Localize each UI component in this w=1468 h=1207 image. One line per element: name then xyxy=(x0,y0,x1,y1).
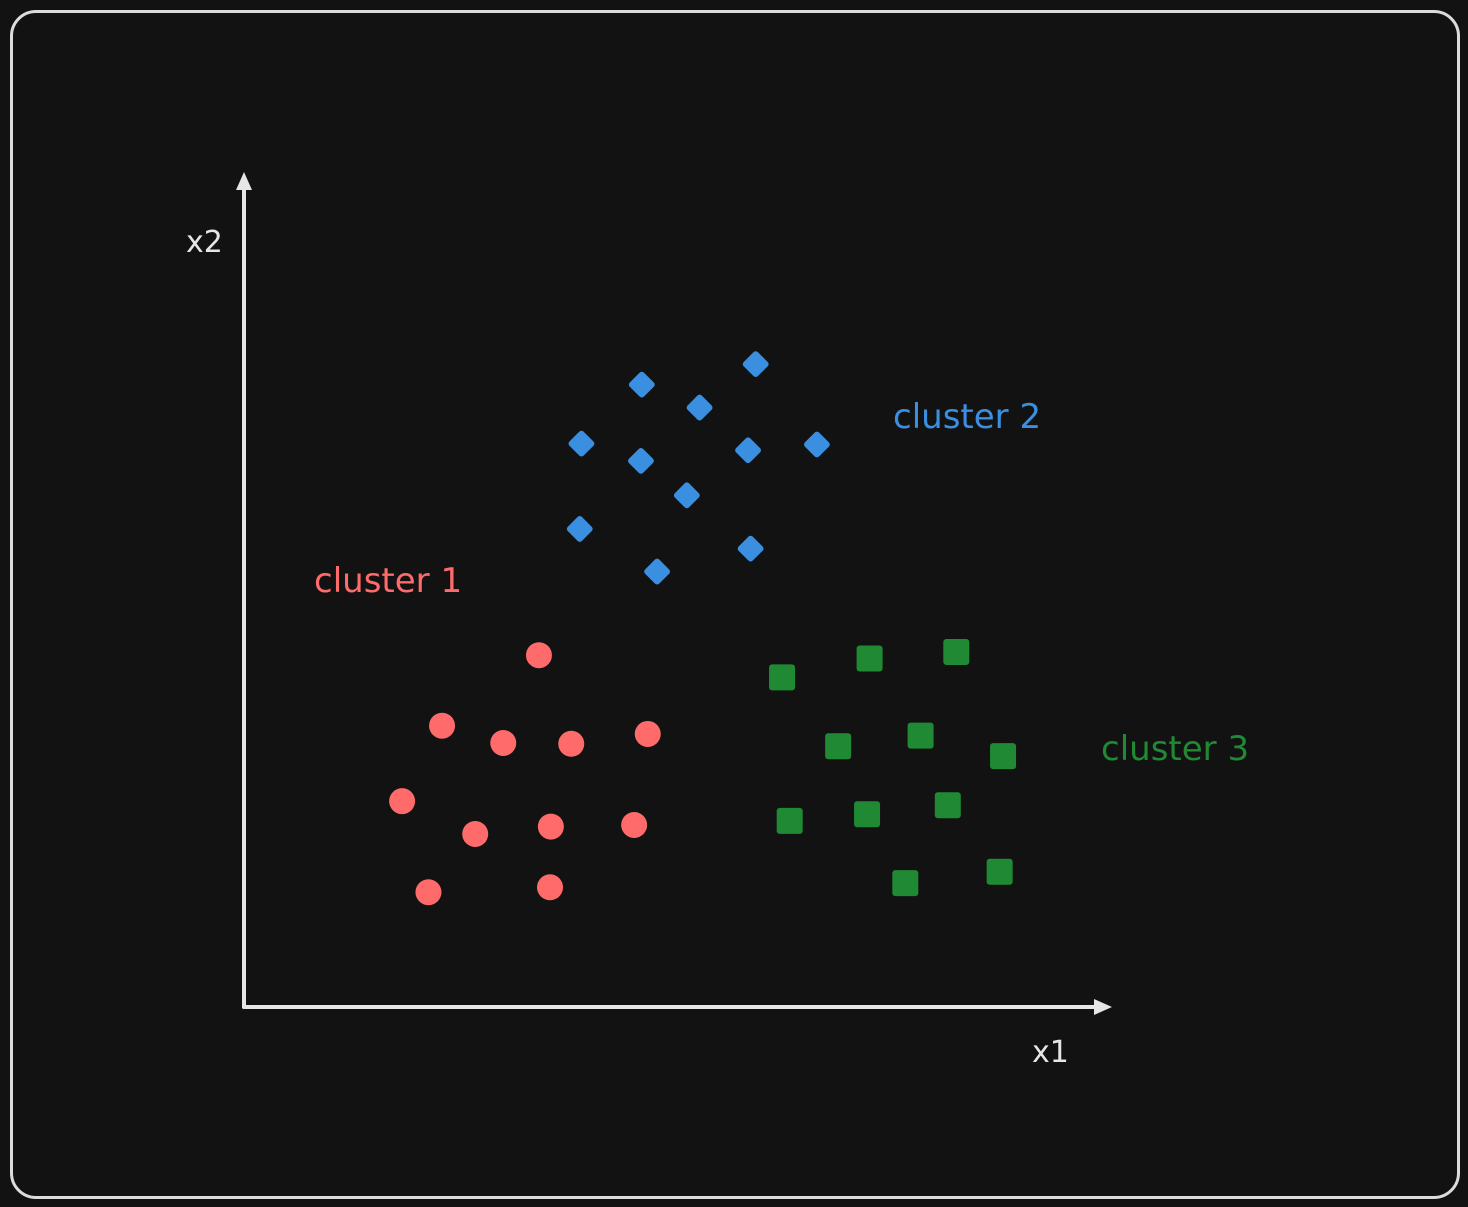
data-point-cluster-3-1 xyxy=(769,664,796,691)
data-point-cluster-2-7 xyxy=(804,431,830,458)
data-point-cluster-2-1 xyxy=(628,371,655,398)
data-point-cluster-3-5 xyxy=(907,722,934,749)
data-point-cluster-3-2 xyxy=(856,645,883,672)
data-point-cluster-3-3 xyxy=(943,638,970,665)
data-point-cluster-2-10 xyxy=(737,535,764,562)
data-point-cluster-1-7 xyxy=(462,820,489,847)
data-point-cluster-1-11 xyxy=(537,874,563,901)
data-point-cluster-2-11 xyxy=(644,558,670,585)
data-point-cluster-2-9 xyxy=(566,516,593,542)
data-point-cluster-1-2 xyxy=(429,712,456,739)
data-point-cluster-3-7 xyxy=(776,807,803,834)
data-point-cluster-3-8 xyxy=(854,801,881,828)
data-point-cluster-1-4 xyxy=(558,730,585,757)
data-point-cluster-1-6 xyxy=(389,788,416,815)
data-point-cluster-3-11 xyxy=(986,858,1013,885)
data-point-cluster-2-2 xyxy=(742,351,769,378)
data-point-cluster-3-6 xyxy=(990,743,1017,770)
canvas-frame xyxy=(10,10,1460,1199)
data-point-cluster-3-9 xyxy=(934,792,961,819)
series-label-cluster-1: cluster 1 xyxy=(314,561,462,601)
data-point-cluster-1-1 xyxy=(525,642,552,669)
data-point-cluster-1-9 xyxy=(621,811,648,838)
data-point-cluster-1-8 xyxy=(537,813,564,840)
x-axis-label: x1 xyxy=(1032,1035,1069,1070)
data-point-cluster-2-8 xyxy=(673,482,700,509)
data-point-cluster-1-10 xyxy=(415,879,442,906)
data-point-cluster-1-3 xyxy=(490,729,517,756)
x-axis-arrow xyxy=(1094,999,1112,1015)
data-point-cluster-2-4 xyxy=(568,430,595,457)
data-point-cluster-3-4 xyxy=(825,733,852,760)
data-point-cluster-1-5 xyxy=(634,720,661,747)
series-label-cluster-3: cluster 3 xyxy=(1101,729,1249,769)
y-axis-arrow xyxy=(236,172,252,190)
y-axis-label: x2 xyxy=(186,225,223,260)
data-point-cluster-3-10 xyxy=(892,870,919,897)
data-point-cluster-2-5 xyxy=(735,437,761,464)
data-points xyxy=(389,351,1017,906)
data-point-cluster-2-6 xyxy=(628,447,654,474)
series-label-cluster-2: cluster 2 xyxy=(893,397,1041,437)
data-point-cluster-2-3 xyxy=(686,394,713,421)
